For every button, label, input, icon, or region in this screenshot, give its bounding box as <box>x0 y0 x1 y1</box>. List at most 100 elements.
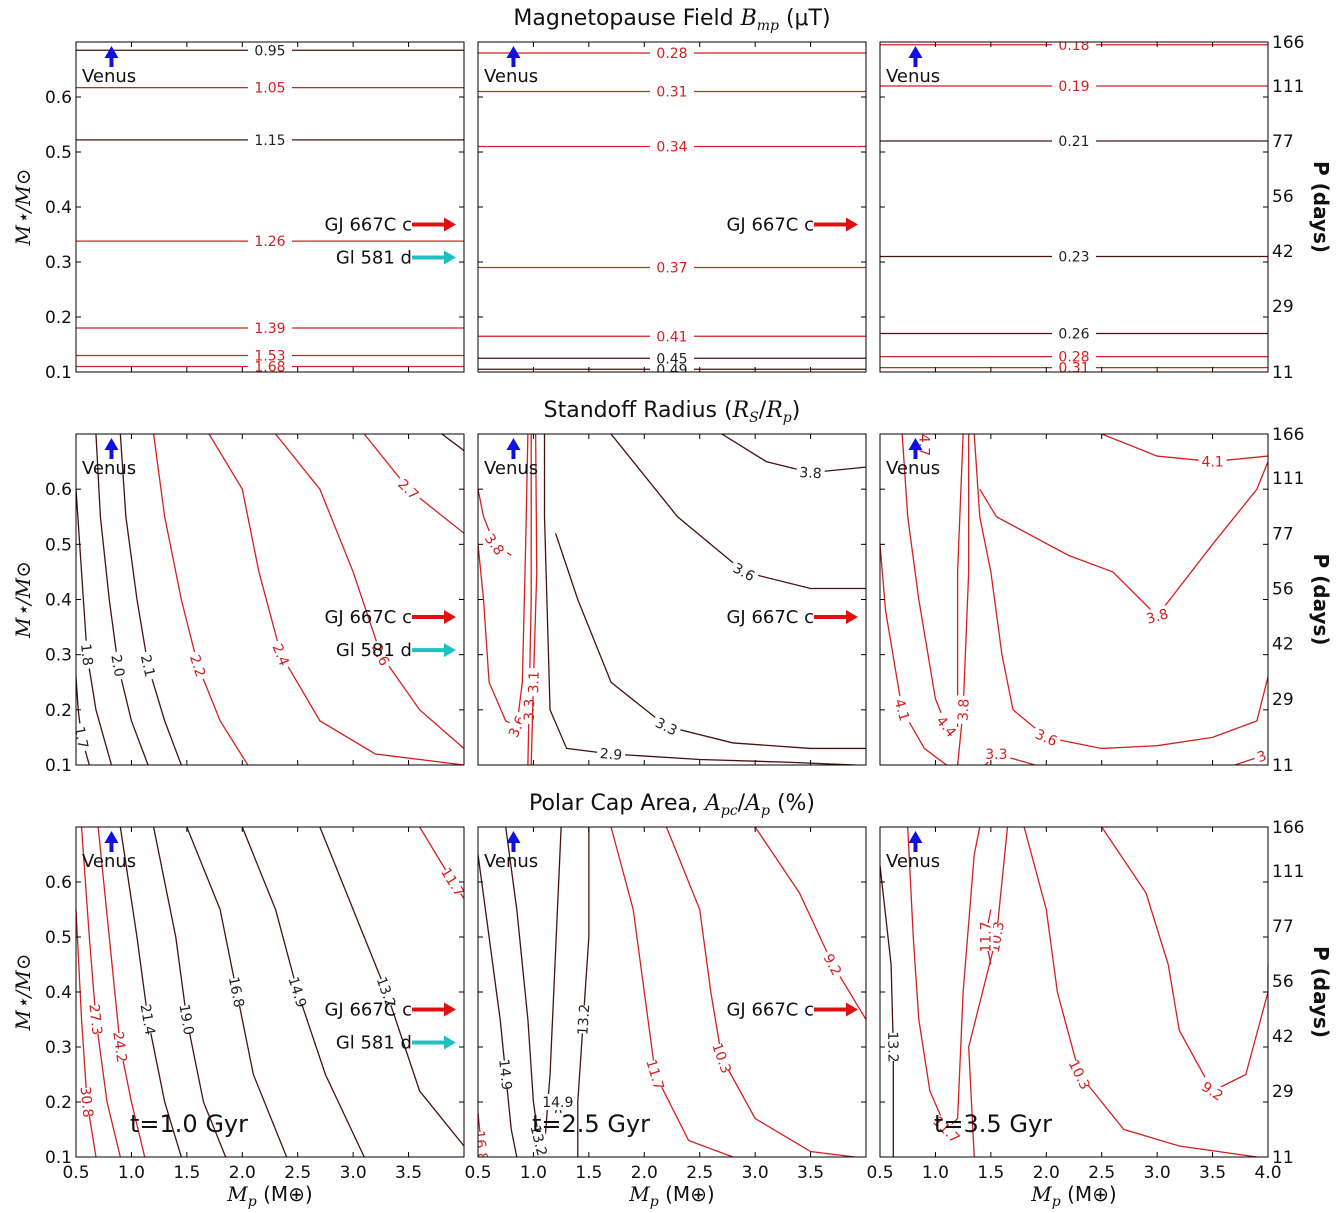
contour-label: 0.19 <box>1058 79 1089 95</box>
contour-label: 27.3 <box>85 1003 104 1036</box>
contour-line <box>527 434 532 765</box>
period-tick-label: 111 <box>1272 77 1304 97</box>
contour-label-bg <box>496 1059 516 1090</box>
contour-line <box>97 827 146 1157</box>
arrow-head <box>444 610 456 625</box>
time-label: t=3.5 Gyr <box>934 1110 1052 1138</box>
contour-label: 0.18 <box>1058 38 1089 54</box>
venus-arrow <box>104 831 119 852</box>
contour-line <box>1023 827 1258 1157</box>
contour-line <box>721 434 866 474</box>
y-tick-label: 0.6 <box>45 88 72 108</box>
contour-label-bg <box>1030 724 1063 751</box>
period-tick-label: 11 <box>1272 1148 1294 1168</box>
contour-label-bg <box>77 1087 97 1117</box>
gj667c-label: GJ 667C c <box>324 607 412 628</box>
venus-arrow <box>506 831 521 852</box>
contour-label: 1.53 <box>254 349 285 365</box>
contour-label: 16.8 <box>225 975 247 1009</box>
venus-arrow <box>908 46 923 67</box>
contour-line <box>973 434 1268 750</box>
contour-label: 21.4 <box>137 1003 158 1036</box>
contour-label: 13.2 <box>884 1031 900 1062</box>
contour-label: 3.8 <box>799 465 822 482</box>
row-titles: Magnetopause Field Bmp (μT) Standoff Radi… <box>513 6 830 819</box>
venus-arrow <box>104 438 119 459</box>
gl581d-arrow <box>412 643 456 658</box>
contour-label: 2.2 <box>186 653 208 679</box>
y-tick-label: 0.1 <box>45 1148 72 1168</box>
venus-arrow <box>908 438 923 459</box>
contour-line <box>956 434 970 765</box>
y-tick-label: 0.4 <box>45 591 72 611</box>
contour-label: 4.7 <box>915 434 931 456</box>
y-tick-label: 0.3 <box>45 1038 72 1058</box>
contour-label: 11.7 <box>642 1058 666 1092</box>
venus-arrow <box>908 831 923 852</box>
x-axis-label: Mp (M⊕) <box>628 1182 714 1210</box>
panel-r1-c3: 0.18 0.19 0.21 0.23 0.26 0.280.31 Venus 166 111 7… <box>879 33 1333 383</box>
contour-label-bg <box>982 745 1011 762</box>
y-tick-label: 0.6 <box>45 480 72 500</box>
gl581d-arrow <box>412 1035 456 1050</box>
gj667c-arrow <box>814 217 858 232</box>
contour-label-bg <box>110 1032 131 1062</box>
contour-line <box>119 827 182 1157</box>
contour-label-bg <box>543 1094 572 1110</box>
contour-label-bg <box>268 638 294 671</box>
arrow-head <box>506 46 521 58</box>
contour-label-bg <box>931 710 962 743</box>
venus-label: Venus <box>886 66 940 87</box>
contour-label: 2.4 <box>269 642 292 669</box>
x-tick-label: 3.0 <box>340 1163 367 1183</box>
contour-label: 11.7 <box>978 921 994 952</box>
y-axis-label: M⋆/M⊙ <box>11 561 35 639</box>
venus-label: Venus <box>886 458 940 479</box>
period-tick-label: 56 <box>1272 187 1294 207</box>
arrow-head <box>506 831 521 843</box>
y-tick-label: 0.3 <box>45 253 72 273</box>
x-tick-label: 2.0 <box>229 1163 256 1183</box>
period-tick-label: 11 <box>1272 363 1294 383</box>
arrow-head <box>104 438 119 450</box>
arrow-head <box>444 1002 456 1017</box>
arrow-head <box>104 46 119 58</box>
venus-label: Venus <box>886 851 940 872</box>
contour-label-bg <box>977 923 994 951</box>
contour-label: 0.41 <box>656 329 687 345</box>
period-tick-label: 29 <box>1272 690 1294 710</box>
contour-label-bg <box>1252 741 1268 765</box>
contour-label-bg <box>574 1004 593 1035</box>
contour-label: 0.21 <box>1058 134 1089 150</box>
contour-label: 24.2 <box>109 1031 129 1064</box>
contour-label: 0.45 <box>656 351 687 367</box>
arrow-head <box>908 46 923 58</box>
contour-label: 13.2 <box>526 1124 549 1158</box>
contour-line <box>880 865 894 1157</box>
contour-label-bg <box>176 1004 198 1035</box>
x-tick-label: 4.0 <box>1254 1163 1281 1183</box>
contour-line <box>95 434 149 765</box>
contour-line <box>543 434 855 765</box>
y-tick-label: 0.2 <box>45 701 72 721</box>
plot-area: 3.83.63.33.12.93.33.63.8 <box>478 434 866 765</box>
x-tick-label: 3.5 <box>797 1163 824 1183</box>
contour-line <box>610 827 734 1157</box>
contour-label: 30.8 <box>77 1086 96 1119</box>
contour-label-bg <box>643 1058 668 1091</box>
contour-label-bg <box>1066 1058 1093 1091</box>
contour-label: 14.9 <box>285 975 309 1009</box>
contour-line <box>754 827 866 1020</box>
y-tick-label: 0.3 <box>45 646 72 666</box>
contour-label-bg <box>596 744 626 764</box>
contour-line <box>554 533 866 750</box>
contour-line <box>505 827 562 1148</box>
panel-r1-c1: 0.95 1.05 1.15 1.26 1.39 1.531.68 Venus GJ 667C… <box>11 41 465 383</box>
contour-line <box>1101 827 1268 1092</box>
venus-label: Venus <box>82 458 136 479</box>
plot-area: 4.14.44.73.83.63.84.13.3 3.3 <box>880 434 1268 765</box>
